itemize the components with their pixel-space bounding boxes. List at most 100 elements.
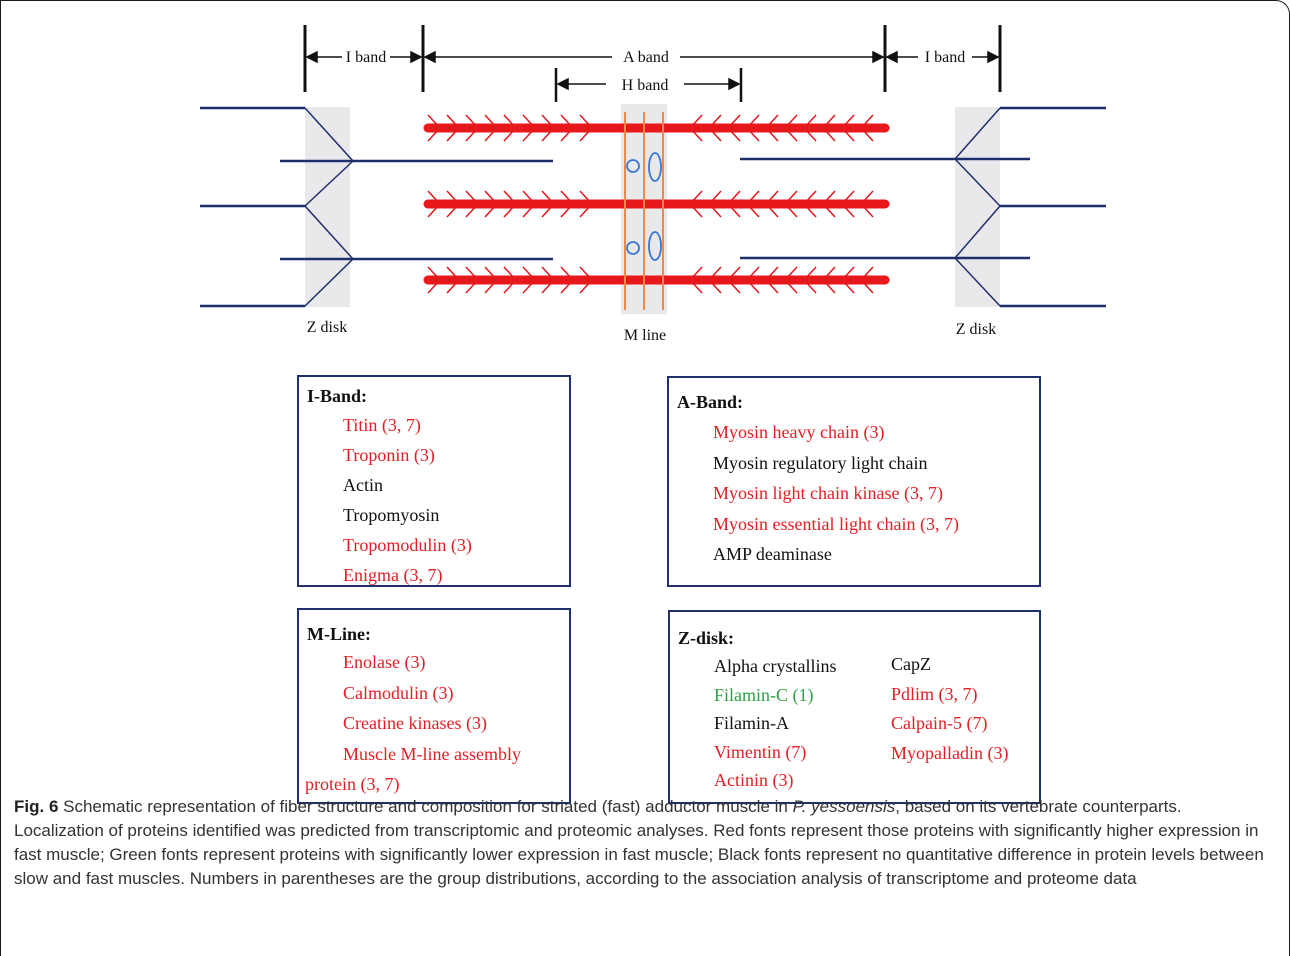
a-band-box: A-Band: Myosin heavy chain (3) Myosin reg… [667, 376, 1041, 587]
myosin-head [841, 203, 855, 218]
myosin-head [708, 266, 722, 281]
z-disk-box: Z-disk: Alpha crystallins Filamin-C (1) Fi… [668, 610, 1041, 804]
myosin-head [503, 203, 517, 218]
m-line-item-1: Enolase (3) [343, 652, 426, 672]
myosin-head [765, 114, 779, 129]
myosin-head [465, 127, 479, 142]
myosin-head [427, 203, 441, 218]
myosin-head [465, 266, 479, 281]
myosin-head [784, 266, 798, 281]
myosin-head [465, 114, 479, 129]
a-band-item-3: Myosin light chain kinase (3, 7) [713, 483, 943, 503]
z-disk-left-item-5: Actinin (3) [714, 770, 794, 790]
i-band-item-2: Troponin (3) [343, 445, 435, 465]
myosin-head [503, 127, 517, 142]
caption-species: P. yessoensis [792, 797, 896, 816]
thick-filaments [423, 114, 890, 294]
myosin-head [522, 127, 536, 142]
myosin-head [784, 114, 798, 129]
myosin-head [689, 190, 703, 205]
i-band-item-1: Titin (3, 7) [343, 415, 421, 435]
i-band-box: I-Band: Titin (3, 7) Troponin (3) Actin Tro… [297, 375, 571, 587]
band-arrows [305, 50, 1000, 91]
z-disk-shade-right [955, 107, 1000, 307]
myosin-head [860, 190, 874, 205]
myosin-head [465, 203, 479, 218]
myosin-head [465, 190, 479, 205]
myosin-head [708, 190, 722, 205]
myosin-head [727, 190, 741, 205]
myosin-head [522, 114, 536, 129]
myosin-head [841, 279, 855, 294]
myosin-head [522, 266, 536, 281]
myosin-head [446, 127, 460, 142]
myosin-head [579, 127, 593, 142]
myosin-head [427, 279, 441, 294]
m-line-item-3: Creatine kinases (3) [343, 713, 487, 733]
myosin-head [746, 203, 760, 218]
z-disk-zigzag-right [953, 107, 1002, 307]
myosin-head [860, 127, 874, 142]
myosin-head [841, 266, 855, 281]
myosin-head [822, 266, 836, 281]
z-disk-left-item-4: Vimentin (7) [714, 741, 807, 762]
myosin-head [708, 279, 722, 294]
myosin-head [689, 266, 703, 281]
myosin-head [446, 114, 460, 129]
myosin-head [727, 266, 741, 281]
myosin-head [784, 127, 798, 142]
myosin-head [765, 266, 779, 281]
label-a-band: A band [623, 49, 669, 66]
myosin-head [522, 203, 536, 218]
myosin-head [689, 114, 703, 129]
myosin-head [822, 190, 836, 205]
z-disk-zigzag-left [303, 107, 355, 307]
myosin-head [784, 203, 798, 218]
myosin-head [803, 279, 817, 294]
sarcomere-diagram: I band A band I band H band Z disk M lin… [200, 25, 1106, 344]
z-disk-shade-left [305, 107, 350, 307]
myosin-head [860, 203, 874, 218]
myosin-head [689, 279, 703, 294]
myosin-head [484, 279, 498, 294]
myosin-head [765, 279, 779, 294]
myosin-head [503, 279, 517, 294]
myosin-head [560, 190, 574, 205]
m-protein-ellipse-1 [648, 152, 662, 182]
myosin-head [689, 127, 703, 142]
myosin-head [727, 279, 741, 294]
myosin-head [560, 279, 574, 294]
myosin-head [541, 266, 555, 281]
caption-text-1: Schematic representation of fiber struct… [58, 797, 793, 816]
label-m-line: M line [624, 327, 666, 344]
m-protein-ellipse-2 [648, 231, 662, 261]
z-disk-left-item-2: Filamin-C (1) [714, 684, 814, 705]
myosin-head [822, 114, 836, 129]
z-disk-right-item-1: CapZ [891, 654, 931, 674]
myosin-head [503, 190, 517, 205]
myosin-head [427, 266, 441, 281]
myosin-head [579, 114, 593, 129]
myosin-head [803, 114, 817, 129]
myosin-head [727, 203, 741, 218]
myosin-head [708, 114, 722, 129]
m-protein-circle-1 [626, 159, 640, 173]
myosin-head [484, 127, 498, 142]
myosin-head [860, 114, 874, 129]
myosin-head [822, 127, 836, 142]
caption-text-2: , based on its vertebrate counterparts. … [14, 797, 1264, 888]
myosin-head [746, 266, 760, 281]
myosin-head [484, 203, 498, 218]
myosin-head [446, 190, 460, 205]
myosin-head [446, 203, 460, 218]
myosin-head [465, 279, 479, 294]
m-line-lines [624, 112, 664, 310]
myosin-head [746, 279, 760, 294]
myosin-head [427, 127, 441, 142]
caption-label: Fig. 6 [14, 797, 59, 816]
myosin-head [579, 203, 593, 218]
figure-caption: Fig. 6 Schematic representation of fiber… [14, 795, 1264, 891]
myosin-head [560, 127, 574, 142]
myosin-head [484, 190, 498, 205]
z-disk-left-item-1: Alpha crystallins [714, 656, 837, 676]
